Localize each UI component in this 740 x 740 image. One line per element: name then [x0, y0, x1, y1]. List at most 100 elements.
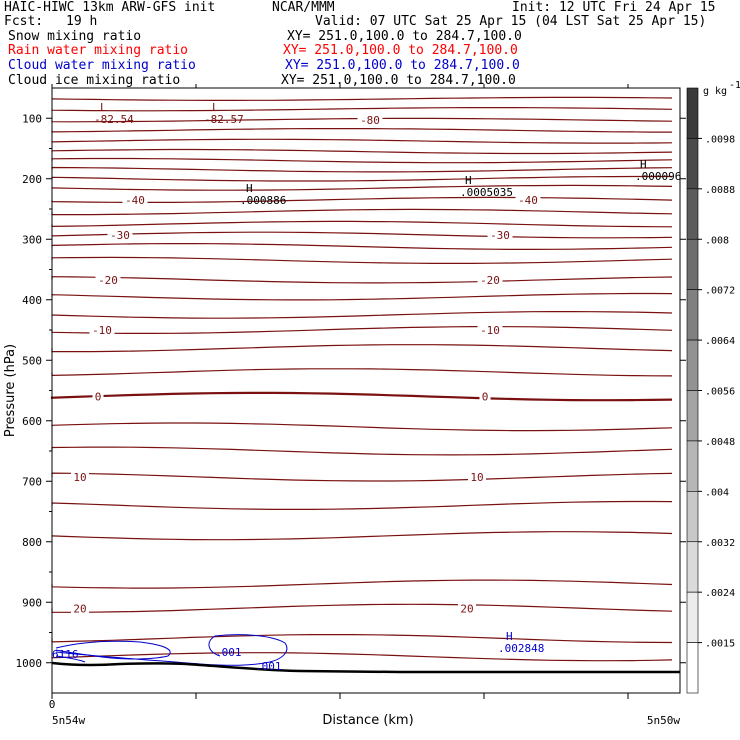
y-tick-label: 1000: [16, 657, 43, 670]
colorbar-label: .0072: [705, 286, 735, 297]
distance-axis: 0 5n54w 5n50w Distance (km): [49, 84, 680, 728]
colorbar-swatch: [686, 289, 699, 341]
contour-label-bg: [107, 229, 133, 242]
valid-time: Valid: 07 UTC Sat 25 Apr 15 (04 LST Sat …: [315, 14, 707, 29]
init-time: Init: 12 UTC Fri 24 Apr 15: [512, 0, 716, 15]
contour-label: 10: [470, 471, 483, 484]
isotherm-line: [51, 326, 673, 334]
contour-label: 20: [73, 602, 86, 615]
model-title: HAIC-HIWC 13km ARW-GFS init: [4, 0, 216, 15]
contour-label-bg: [89, 324, 115, 336]
isotherm-line: [51, 220, 673, 228]
contour-label: 0: [95, 391, 102, 404]
colorbar-swatch: [686, 138, 699, 190]
isotherm-line: [51, 276, 673, 284]
isotherm-line: [51, 422, 673, 432]
isotherm-line: [51, 368, 673, 377]
field-snow-xy: XY= 251.0,100.0 to 284.7,100.0: [287, 29, 522, 44]
pressure-axis: 1002003004005006007008009001000Pressure …: [3, 112, 686, 670]
contour-label: 0: [482, 391, 489, 404]
low-marker: L: [212, 101, 219, 114]
isotherm-line: [51, 256, 673, 264]
colorbar-label: .0032: [705, 538, 735, 549]
cloud-water-contour: [55, 634, 288, 666]
y-tick-label: 100: [22, 112, 42, 125]
contour-label-bg: [479, 390, 491, 403]
field-rain-xy: XY= 251.0,100.0 to 284.7,100.0: [283, 43, 518, 58]
colorbar-swatch: [686, 591, 699, 643]
isotherm-line: [51, 344, 673, 353]
forecast-hours: 19 h: [66, 14, 98, 29]
contour-label: -10: [92, 324, 112, 337]
colorbar-swatch: [686, 188, 699, 240]
contour-label-bg: [71, 602, 89, 615]
colorbar-swatch: [686, 87, 699, 139]
extremum-value: .002848: [498, 642, 544, 655]
low-marker: L: [100, 101, 107, 114]
contour-label-bg: [487, 229, 513, 242]
isotherm-line: [51, 634, 673, 644]
extremum-value: .000096: [635, 170, 681, 183]
isotherm-line: [51, 166, 673, 173]
colorbar-label: .0098: [705, 134, 735, 145]
isotherm-line: [51, 138, 673, 144]
x-tick-label: 5n50w: [647, 714, 680, 727]
terrain-surface: [51, 661, 680, 674]
y-tick-label: 900: [22, 596, 42, 609]
isotherm-line: [51, 157, 673, 164]
y-tick-label: 800: [22, 536, 42, 549]
high-marker: H: [640, 158, 647, 171]
contour-label: -80: [360, 114, 380, 127]
contour-label-bg: [458, 602, 476, 615]
x-start-label: 0: [49, 698, 56, 711]
colorbar-swatch: [686, 440, 699, 492]
isotherm-line: [51, 311, 673, 319]
forecast-label: Fcst:: [4, 14, 44, 29]
terrain-line: [51, 661, 680, 674]
contour-label-bg: [95, 273, 121, 286]
cloud-water-label: .001: [215, 646, 242, 659]
isotherm-line: [51, 231, 673, 239]
extremum-value: .0005035: [460, 186, 513, 199]
isotherm-line: [51, 148, 673, 155]
y-axis-title: Pressure (hPa): [3, 344, 18, 437]
x-tick-label: 5n54w: [52, 714, 85, 727]
contour-label: 20: [460, 602, 473, 615]
contour-label: -20: [98, 274, 118, 287]
y-tick-label: 400: [22, 294, 42, 307]
field-cloudwater-xy: XY= 251.0,100.0 to 284.7,100.0: [285, 58, 520, 73]
field-rain-name: Rain water mixing ratio: [8, 43, 189, 58]
field-cloudice-name: Cloud ice mixing ratio: [8, 73, 181, 88]
isotherm-line: [51, 292, 673, 301]
y-tick-label: 700: [22, 475, 42, 488]
colorbar-label: .0088: [705, 185, 735, 196]
y-tick-label: 600: [22, 415, 42, 428]
contour-label-bg: [71, 471, 89, 484]
isotherm-line: [51, 107, 673, 112]
isotherm-line: [51, 652, 673, 662]
y-tick-label: 300: [22, 233, 42, 246]
extremum-value: .000886: [240, 194, 286, 207]
contour-label-bg: [122, 193, 148, 206]
isotherm-line: [51, 472, 673, 482]
high-marker: H: [246, 182, 253, 195]
isotherm-line: [51, 128, 672, 133]
isotherm-line: [51, 243, 673, 250]
contour-label-bg: [92, 390, 104, 403]
colorbar-label: .0064: [705, 336, 735, 347]
high-marker: H: [465, 174, 472, 187]
contour-label-bg: [515, 193, 541, 206]
colorbar-unit-exponent: -1: [729, 80, 740, 91]
field-cloudwater-name: Cloud water mixing ratio: [8, 58, 196, 73]
colorbar-swatch: [686, 390, 699, 442]
colorbar-swatch: [686, 541, 699, 593]
colorbar-label: .0048: [705, 437, 735, 448]
isotherm-line: [51, 446, 673, 456]
contour-label-bg: [477, 324, 503, 336]
isotherm-line: [51, 603, 673, 613]
y-tick-label: 200: [22, 173, 42, 186]
isotherm-line: [51, 579, 673, 589]
isotherm-line: [51, 500, 673, 510]
